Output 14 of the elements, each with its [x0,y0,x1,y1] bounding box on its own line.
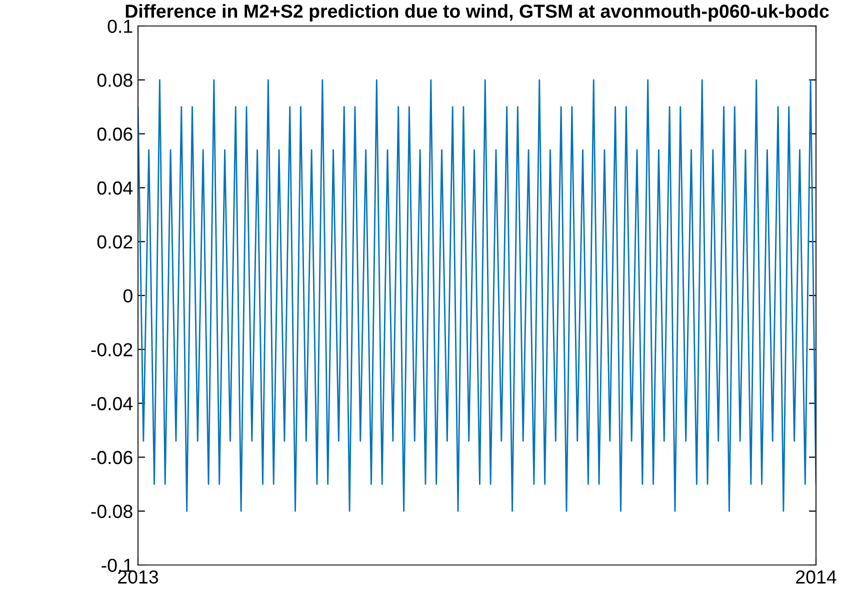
y-tick-label: 0.02 [97,235,132,249]
y-tick-label: 0.04 [97,181,133,195]
line-series [138,79,816,512]
y-tick-label: 0.1 [108,20,132,33]
x-tick-label: 2013 [118,570,158,584]
y-tick-label: -0.04 [91,397,133,410]
y-tick-label: -0.02 [91,343,132,356]
y-tick-label: 0.06 [97,128,132,141]
y-tick-label: 0.08 [97,74,132,87]
y-tick-label: -0.1 [102,558,132,572]
y-tick-label: -0.06 [91,450,132,464]
y-tick-label: 0 [123,289,132,302]
x-tick-label: 2014 [796,570,836,584]
y-tick-label: -0.08 [91,504,132,518]
